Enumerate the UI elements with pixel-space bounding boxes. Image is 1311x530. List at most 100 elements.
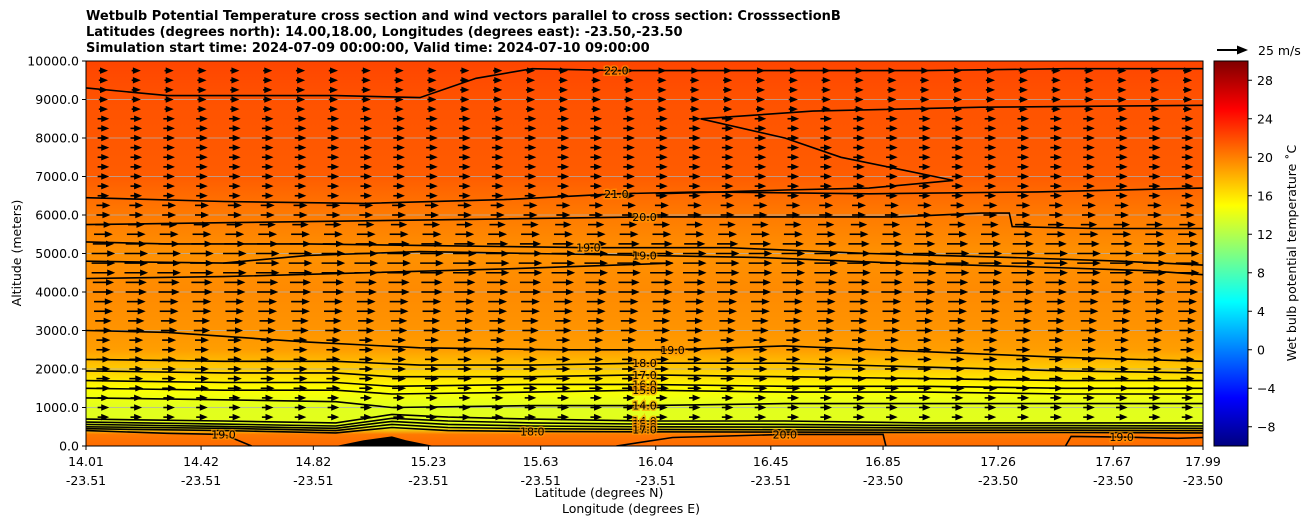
wind-arrow-head xyxy=(1153,202,1162,209)
wind-arrow-head xyxy=(758,182,767,190)
wind-arrow-head xyxy=(789,96,798,103)
wind-arrow-head xyxy=(237,279,246,286)
x-tick-label-lon: -23.50 xyxy=(863,473,903,488)
wind-arrow xyxy=(920,96,930,103)
wind-arrow-head xyxy=(135,365,144,373)
wind-arrow xyxy=(230,96,240,103)
wind-arrow xyxy=(91,250,116,257)
wind-arrow xyxy=(490,365,505,373)
wind-arrow-head xyxy=(265,144,274,151)
wind-arrow xyxy=(227,336,242,344)
wind-arrow xyxy=(196,154,208,161)
wind-arrow xyxy=(656,413,668,421)
wind-arrow xyxy=(983,356,998,363)
wind-arrow xyxy=(950,356,965,363)
wind-arrow xyxy=(129,365,144,373)
wind-arrow xyxy=(979,240,1002,248)
wind-arrow xyxy=(688,134,701,142)
wind-arrow xyxy=(260,346,275,353)
wind-arrow-head xyxy=(134,163,143,171)
wind-arrow-head xyxy=(402,259,411,267)
wind-arrow xyxy=(854,86,864,94)
wind-arrow xyxy=(260,375,275,382)
wind-arrow xyxy=(687,356,702,363)
wind-arrow xyxy=(1044,269,1068,276)
wind-arrow xyxy=(1116,154,1128,161)
wind-arrow-head xyxy=(1022,346,1031,353)
wind-arrow xyxy=(853,413,865,421)
wind-arrow-head xyxy=(631,279,640,286)
wind-arrow-head xyxy=(1185,144,1194,151)
wind-arrow-head xyxy=(1053,125,1062,132)
wind-arrow-head xyxy=(199,182,208,190)
wind-arrow-head xyxy=(823,173,832,180)
wind-arrow xyxy=(390,317,408,325)
wind-arrow xyxy=(814,269,838,276)
wind-arrow xyxy=(688,115,701,122)
wind-arrow-head xyxy=(463,385,472,392)
wind-arrow-head xyxy=(694,221,703,228)
wind-arrow xyxy=(393,163,405,171)
wind-arrow-head xyxy=(199,125,208,132)
wind-arrow-head xyxy=(725,163,734,171)
wind-arrow-head xyxy=(528,115,537,122)
wind-arrow-head xyxy=(134,115,143,122)
wind-arrow xyxy=(884,336,899,344)
wind-arrow-head xyxy=(727,317,736,325)
wind-arrow xyxy=(556,336,571,344)
wind-arrow-head xyxy=(528,144,537,151)
wind-arrow-head xyxy=(301,298,310,305)
wind-arrow xyxy=(656,144,668,151)
wind-arrow xyxy=(920,86,930,94)
wind-arrow-head xyxy=(1184,96,1193,103)
wind-arrow xyxy=(523,211,538,219)
x-tick-label-lon: -23.50 xyxy=(1093,473,1133,488)
wind-arrow xyxy=(1148,182,1161,190)
wind-arrow xyxy=(255,259,280,267)
wind-arrow xyxy=(490,336,505,344)
wind-arrow xyxy=(392,356,407,363)
wind-arrow xyxy=(1114,336,1129,344)
wind-arrow-head xyxy=(364,404,373,411)
wind-arrow-head xyxy=(297,77,306,84)
wind-arrow xyxy=(261,125,274,132)
wind-arrow xyxy=(1050,182,1062,190)
wind-arrow-head xyxy=(271,259,280,267)
wind-arrow xyxy=(260,202,275,209)
wind-arrow-head xyxy=(232,163,241,171)
wind-vectors xyxy=(91,67,1200,421)
chart-title-line-2: Latitudes (degrees north): 14.00,18.00, … xyxy=(86,25,683,40)
wind-arrow xyxy=(255,250,280,257)
wind-arrow-head xyxy=(398,356,407,363)
wind-arrow-head xyxy=(924,327,933,334)
wind-arrow-head xyxy=(232,115,241,122)
wind-arrow-head xyxy=(890,336,899,344)
wind-arrow-head xyxy=(333,221,342,228)
wind-arrow-head xyxy=(331,115,340,122)
wind-arrow xyxy=(162,375,177,382)
wind-arrow xyxy=(455,308,475,315)
wind-arrow xyxy=(295,86,306,94)
wind-arrow xyxy=(192,231,212,238)
wind-arrow xyxy=(590,144,603,151)
wind-arrow xyxy=(1016,202,1031,209)
wind-arrow xyxy=(193,327,211,334)
wind-arrow xyxy=(623,394,635,402)
wind-arrow-head xyxy=(559,96,568,103)
wind-arrow-head xyxy=(496,356,505,363)
wind-arrow xyxy=(1147,202,1162,209)
wind-arrow xyxy=(723,105,733,113)
wind-arrow-head xyxy=(1057,298,1066,305)
wind-arrow xyxy=(1049,336,1064,344)
wind-arrow-head xyxy=(198,77,207,84)
wind-arrow xyxy=(259,221,276,228)
wind-arrow-head xyxy=(1119,404,1128,411)
wind-arrow-head xyxy=(1092,250,1101,257)
wind-arrow xyxy=(623,163,635,171)
wind-arrow-head xyxy=(889,125,898,132)
wind-arrow xyxy=(457,385,472,392)
wind-arrow-head xyxy=(955,173,964,180)
wind-arrow xyxy=(358,317,375,325)
wind-arrow xyxy=(623,413,635,421)
wind-arrow xyxy=(261,182,274,190)
